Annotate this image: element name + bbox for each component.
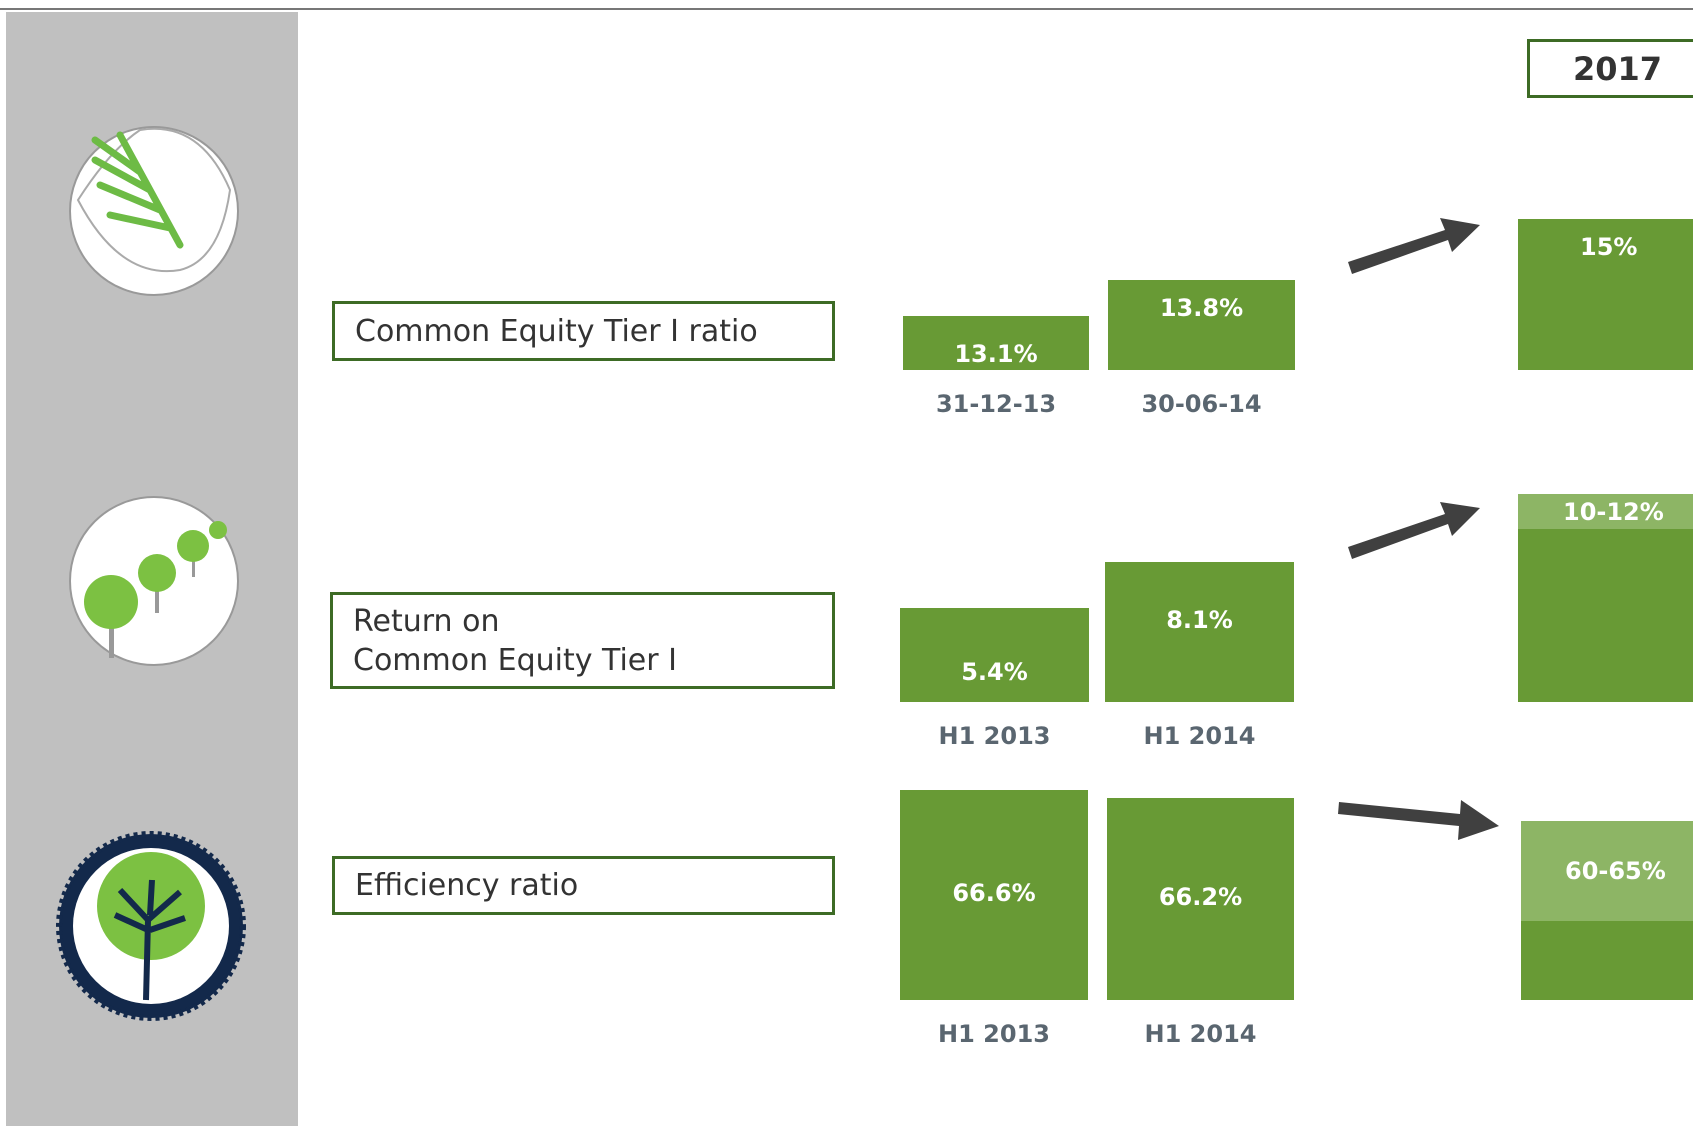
target-range: 10-12%: [1518, 494, 1693, 529]
metric-label: Efficiency ratio: [332, 856, 835, 915]
metric-label: Return on Common Equity Tier I: [330, 592, 835, 689]
arrows: [1338, 218, 1499, 840]
target-range: 60-65%: [1521, 821, 1693, 921]
bar: 13.8%: [1108, 280, 1295, 370]
period-label: H1 2013: [938, 1020, 1050, 1048]
metric-label: Common Equity Tier I ratio: [332, 301, 835, 361]
seal-icon: [56, 831, 246, 1021]
bar: 66.6%: [900, 790, 1088, 1000]
label-line: Return on: [353, 603, 500, 639]
arrow: [1348, 218, 1480, 274]
period-label: H1 2014: [1144, 1020, 1257, 1048]
leaf-icon: [69, 126, 239, 296]
label-line: Common Equity Tier I: [353, 642, 677, 678]
top-rule: [0, 8, 1693, 10]
period-label: H1 2014: [1143, 722, 1256, 750]
period-label: 30-06-14: [1141, 390, 1262, 418]
label-line: Efficiency ratio: [355, 868, 579, 903]
bar: 5.4%: [900, 608, 1089, 702]
period-label: H1 2013: [938, 722, 1051, 750]
year-box: 2017: [1527, 39, 1693, 98]
bar: 66.2%: [1107, 798, 1294, 1000]
arrow: [1348, 502, 1480, 559]
arrow: [1338, 800, 1499, 840]
bar: 8.1%: [1105, 562, 1294, 702]
label-line: Common Equity Tier I ratio: [355, 313, 758, 349]
trees-icon: [69, 496, 239, 666]
target-bar: 15%: [1518, 219, 1693, 370]
period-label: 31-12-13: [935, 390, 1057, 418]
bar: 13.1%: [903, 316, 1089, 370]
